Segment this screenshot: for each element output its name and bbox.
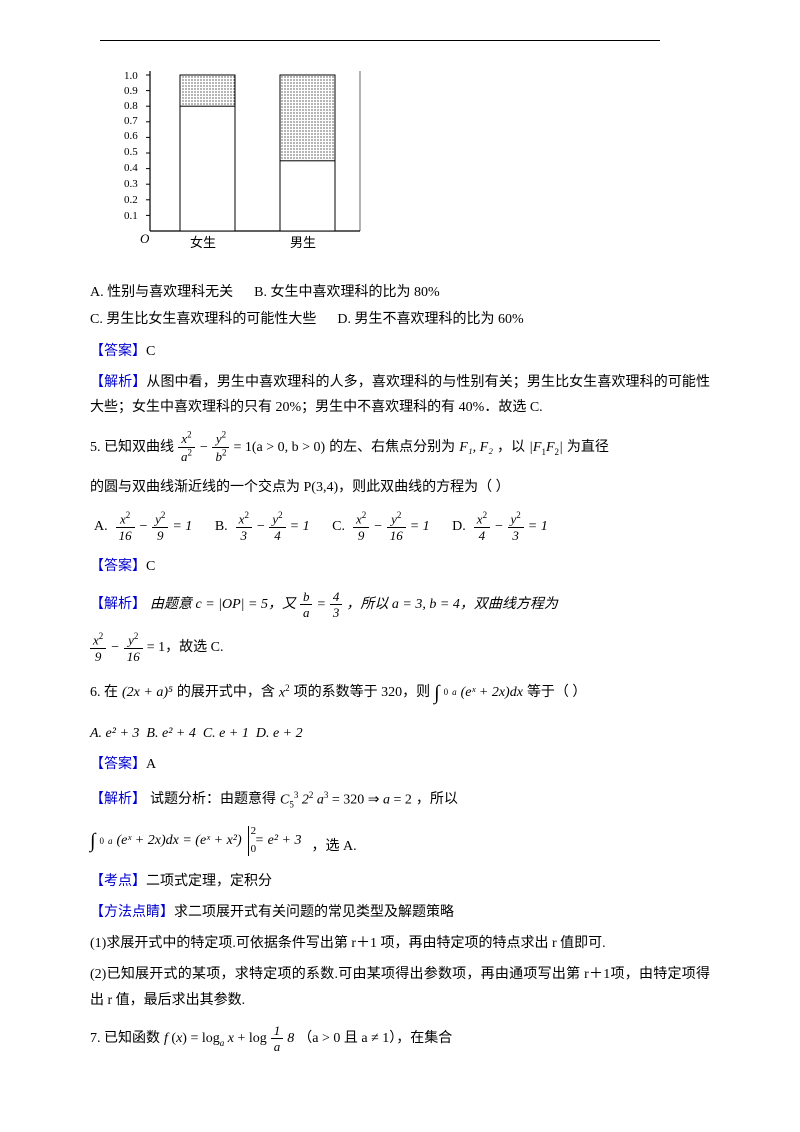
q4-optA: A. 性别与喜欢理科无关 — [90, 285, 233, 300]
q6-optD: D. e + 2 — [256, 726, 303, 741]
q4-option-row-2: C. 男生比女生喜欢理科的可能性大些 D. 男生不喜欢理科的比为 60% — [90, 307, 710, 332]
svg-text:O: O — [140, 231, 150, 246]
q4-ans: C — [146, 344, 155, 359]
q5-mid2: ，以 — [497, 435, 525, 460]
int-up2: a — [108, 833, 113, 849]
q4-explanation: 【解析】从图中看，男生中喜欢理科的人多，喜欢理科的与性别有关；男生比女生喜欢理科… — [90, 370, 710, 420]
q5-frac2: y2 b2 — [212, 430, 229, 465]
q5-ans: C — [146, 559, 155, 574]
svg-text:0.3: 0.3 — [124, 178, 138, 190]
q6-a: 6. 在 — [90, 680, 118, 705]
svg-text:0.9: 0.9 — [124, 85, 138, 97]
q6-exp-2: ∫0a (eˣ + 2x)dx = (eˣ + x²) 20 = e² + 3 … — [90, 823, 710, 859]
explain-label: 【解析】 — [90, 592, 146, 617]
q6-options: A. e² + 3 B. e² + 4 C. e + 1 D. e + 2 — [90, 721, 710, 746]
q6-method: 【方法点睛】求二项展开式有关问题的常见类型及解题策略 — [90, 900, 710, 925]
q6-expr1: (2x + a)⁵ — [122, 680, 173, 705]
q6-calca: (eˣ + 2x)dx = (eˣ + x²) — [116, 828, 241, 853]
answer-label: 【答案】 — [90, 559, 146, 574]
q5-line2: 的圆与双曲线渐近线的一个交点为 P(3,4)，则此双曲线的方程为（ ） — [90, 480, 510, 495]
q6-b: 的展开式中，含 — [177, 680, 275, 705]
q6-answer: 【答案】A — [90, 752, 710, 777]
q4-exp: 从图中看，男生中喜欢理科的人多，喜欢理科的与性别有关；男生比女生喜欢理科的可能性… — [90, 375, 710, 415]
int-low2: 0 — [99, 833, 104, 849]
q7-cond: （a > 0 且 a ≠ 1），在集合 — [298, 1026, 452, 1051]
q5-stem-line1: 5. 已知双曲线 x2 a2 − y2 b2 = 1(a > 0, b > 0)… — [90, 430, 710, 465]
q5-prefix: 5. 已知双曲线 — [90, 435, 174, 460]
q6-expb: ，所以 — [416, 787, 458, 812]
integral-icon: ∫ — [434, 675, 439, 711]
q6-expa: 试题分析：由题意得 — [150, 787, 276, 812]
q5-answer: 【答案】C — [90, 554, 710, 579]
svg-text:1.0: 1.0 — [124, 70, 138, 82]
q5-exp2: ，所以 a = 3, b = 4，双曲线方程为 — [346, 592, 557, 617]
svg-text:0.2: 0.2 — [124, 194, 138, 206]
eval-bar-icon: 20 — [248, 826, 249, 856]
q4-optD: D. 男生不喜欢理科的比为 60% — [337, 312, 523, 327]
svg-text:0.5: 0.5 — [124, 146, 138, 158]
q5-A-label: A. — [94, 514, 108, 539]
svg-text:0.4: 0.4 — [124, 162, 138, 174]
svg-text:0.7: 0.7 — [124, 115, 138, 127]
q5-D-label: D. — [452, 514, 466, 539]
q6-stem: 6. 在 (2x + a)⁵ 的展开式中，含 x2 项的系数等于 320，则 ∫… — [90, 675, 710, 711]
q4-option-row-1: A. 性别与喜欢理科无关 B. 女生中喜欢理科的比为 80% — [90, 280, 710, 305]
q5-stem-line2: 的圆与双曲线渐近线的一个交点为 P(3,4)，则此双曲线的方程为（ ） — [90, 475, 710, 500]
q4-optC: C. 男生比女生喜欢理科的可能性大些 — [90, 312, 316, 327]
bar-chart: 1.0 0.9 0.8 0.7 0.6 0.5 0.4 0.3 0.2 0.1 … — [110, 61, 710, 270]
q6-method-text: 求二项展开式有关问题的常见类型及解题策略 — [174, 905, 454, 920]
svg-text:男生: 男生 — [290, 235, 316, 250]
method-label: 【方法点睛】 — [90, 905, 174, 920]
q5-options: A. x216 − y29 = 1 B. x23 − y24 = 1 C. x2… — [90, 510, 710, 544]
q6-ans: A — [146, 757, 156, 772]
q6-calcb: = e² + 3 — [255, 828, 302, 853]
q4-optB: B. 女生中喜欢理科的比为 80% — [254, 285, 440, 300]
q5-explanation-1: 【解析】 由题意 c = |OP| = 5，又 ba = 43 ，所以 a = … — [90, 589, 710, 621]
int-low: 0 — [444, 684, 449, 700]
q6-kd: 二项式定理，定积分 — [146, 874, 272, 889]
q6-optB: B. e² + 4 — [146, 726, 195, 741]
q6-d: 等于（ ） — [527, 680, 587, 705]
q5-C-label: C. — [332, 514, 345, 539]
q5-exp1: 由题意 c = |OP| = 5，又 — [150, 592, 296, 617]
svg-text:0.6: 0.6 — [124, 130, 138, 142]
answer-label: 【答案】 — [90, 757, 146, 772]
top-rule — [100, 40, 660, 41]
int-up: a — [452, 684, 457, 700]
answer-label: 【答案】 — [90, 344, 146, 359]
minus-sign: − — [199, 435, 208, 460]
q6-m1: (1)求展开式中的特定项.可依据条件写出第 r＋1 项，再由特定项的特点求出 r… — [90, 931, 710, 956]
svg-text:0.1: 0.1 — [124, 210, 138, 222]
q6-calcc: ，选 A. — [311, 834, 356, 859]
explain-label: 【解析】 — [90, 375, 146, 390]
explain-label: 【解析】 — [90, 787, 146, 812]
q5-cond: = 1(a > 0, b > 0) — [233, 435, 325, 460]
q6-exp-1: 【解析】 试题分析：由题意得 C53 22 a3 = 320 ⇒ a = 2 ，… — [90, 787, 710, 813]
svg-text:0.8: 0.8 — [124, 100, 138, 112]
kaodian-label: 【考点】 — [90, 874, 146, 889]
q5-abs: |F1F2| — [529, 435, 563, 460]
q6-kaodian: 【考点】二项式定理，定积分 — [90, 869, 710, 894]
q5-mid3: 为直径 — [567, 435, 609, 460]
q5-frac1: x2 a2 — [178, 430, 195, 465]
q6-optC: C. e + 1 — [203, 726, 249, 741]
q5-mid1: 的左、右焦点分别为 — [329, 435, 455, 460]
q7-arg: 8 — [287, 1026, 294, 1051]
q4-answer: 【答案】C — [90, 339, 710, 364]
q7-a: 7. 已知函数 — [90, 1026, 160, 1051]
q6-x2: x2 — [279, 680, 290, 706]
svg-text:女生: 女生 — [190, 235, 216, 250]
integral-icon: ∫ — [90, 823, 95, 859]
q5-B-label: B. — [215, 514, 228, 539]
q6-optA: A. e² + 3 — [90, 726, 139, 741]
q7-stem: 7. 已知函数 f (x) = loga x + log 1a 8 （a > 0… — [90, 1023, 710, 1055]
q6-comb: C53 22 a3 = 320 ⇒ a = 2 — [280, 787, 412, 813]
q5-exp3: = 1，故选 C. — [147, 635, 224, 660]
q5-final: x29 − y216 = 1，故选 C. — [90, 631, 710, 665]
int-body: (eˣ + 2x)dx — [461, 680, 523, 705]
q5-f12: F₁, F₂ — [459, 435, 493, 460]
q6-m2: (2)已知展开式的某项，求特定项的系数.可由某项得出参数项，再由通项写出第 r＋… — [90, 962, 710, 1012]
q6-c: 项的系数等于 320，则 — [294, 680, 431, 705]
q7-fx: f (x) = loga x + log — [164, 1026, 267, 1051]
